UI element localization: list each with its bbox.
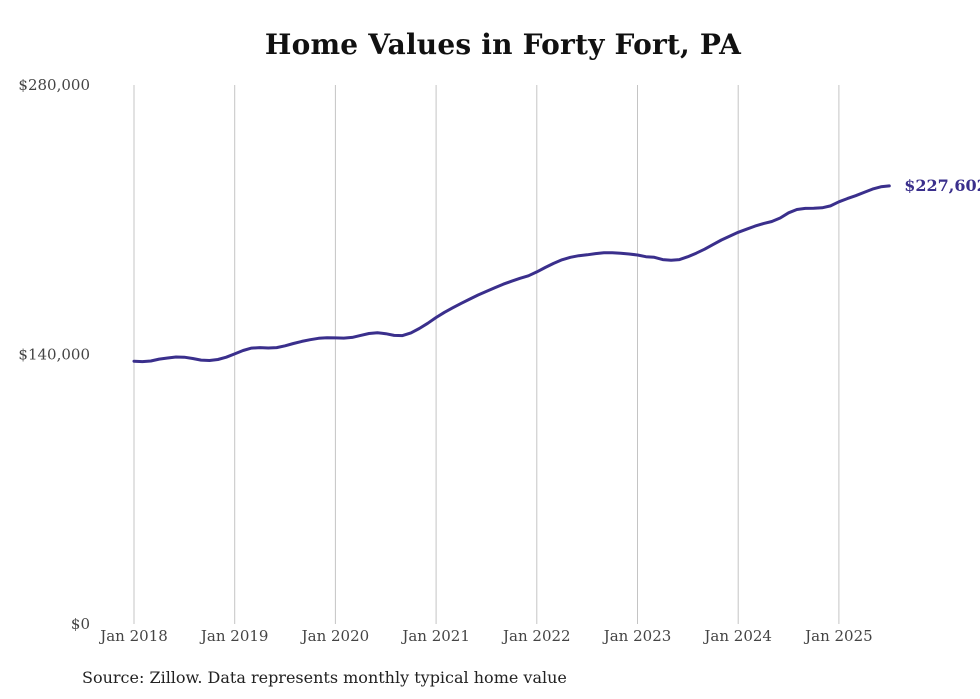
x-tick-label: Jan 2020 [300, 627, 370, 645]
x-axis-ticks: Jan 2018 Jan 2019 Jan 2020 Jan 2021 Jan 2022… [98, 627, 872, 645]
x-tick-label: Jan 2023 [602, 627, 672, 645]
y-axis-ticks: $0 $140,000 $280,000 [18, 76, 90, 633]
gridlines [133, 85, 840, 624]
x-tick-label: Jan 2025 [803, 627, 873, 645]
series-line [132, 184, 891, 364]
end-value-label: $227,602 [904, 176, 980, 195]
chart-source-note: Source: Zillow. Data represents monthly … [82, 668, 567, 687]
x-tick-label: Jan 2024 [702, 627, 772, 645]
x-tick-label: Jan 2019 [199, 627, 269, 645]
x-tick-label: Jan 2018 [98, 627, 168, 645]
chart-title: Home Values in Forty Fort, PA [264, 28, 742, 61]
end-label-layer: $227,602 [904, 176, 980, 195]
y-tick-label: $0 [71, 615, 90, 633]
y-tick-label: $140,000 [18, 346, 90, 364]
x-tick-label: Jan 2022 [501, 627, 571, 645]
x-tick-label: Jan 2021 [400, 627, 470, 645]
y-tick-label: $280,000 [18, 76, 90, 94]
series-layer [132, 184, 891, 364]
